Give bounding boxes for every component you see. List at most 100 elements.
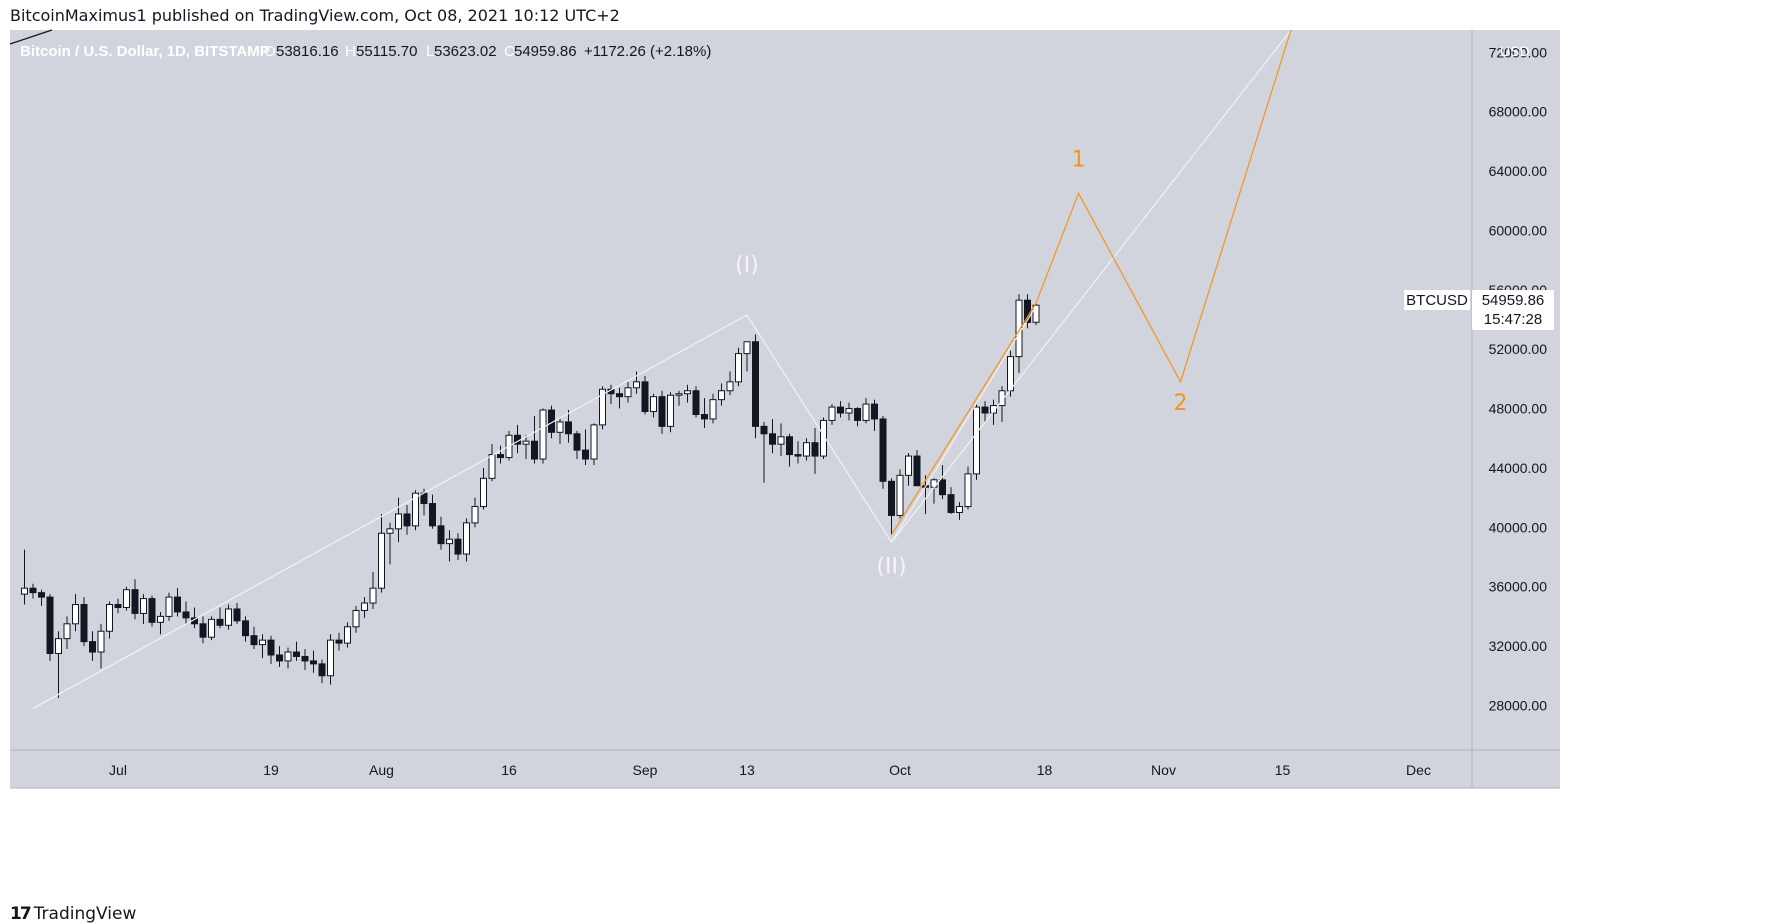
candle-body [233, 608, 241, 622]
candle [905, 453, 912, 486]
time-tick-label: 18 [1037, 762, 1053, 778]
price-tick-label: 64000.00 [1489, 163, 1548, 179]
price-axis[interactable]: 72000.0068000.0064000.0060000.0056000.00… [1489, 44, 1548, 713]
high-value: 55115.70 [356, 43, 417, 60]
candle [310, 650, 317, 673]
candle [624, 381, 632, 403]
candle-body [709, 399, 717, 420]
candle [862, 398, 870, 424]
candle [216, 607, 224, 629]
candle [429, 494, 436, 529]
candle-body [828, 406, 836, 421]
candle-body [820, 419, 827, 457]
candle [769, 418, 776, 454]
candle-body [480, 477, 487, 508]
candle-body [395, 513, 402, 530]
candle-body [335, 639, 343, 644]
time-tick-label: Nov [1151, 762, 1176, 778]
ohlc-values: O 53816.16 H 55115.70 L 53623.02 C 54959… [264, 43, 711, 60]
candle [556, 417, 564, 445]
candle [72, 594, 79, 632]
candle [684, 384, 691, 403]
candle [939, 464, 946, 500]
candle-body [752, 341, 759, 427]
candle-body [97, 630, 105, 653]
candle [276, 646, 283, 667]
candle [259, 634, 266, 658]
candle-body [930, 479, 938, 488]
low-label: L [426, 43, 434, 60]
candle [828, 404, 836, 425]
candle [293, 641, 300, 661]
candle-body [726, 381, 734, 392]
candle-body [497, 454, 504, 459]
candle-body [148, 598, 156, 623]
candle [21, 549, 28, 605]
low-value: 53623.02 [434, 43, 497, 60]
candle-body [913, 455, 921, 487]
candle-body [242, 620, 249, 637]
candle [352, 606, 360, 633]
publish-header: BitcoinMaximus1 published on TradingView… [10, 6, 620, 25]
candle-body [21, 587, 28, 595]
candle-body [565, 421, 572, 435]
candle [760, 421, 768, 483]
price-tick-label: 40000.00 [1489, 519, 1548, 535]
candle [650, 393, 657, 418]
candle [718, 383, 725, 406]
candle-body [182, 611, 190, 619]
candle [471, 497, 479, 528]
candle-body [786, 436, 793, 456]
candle [522, 435, 530, 460]
candle [208, 616, 215, 641]
candle-body [650, 396, 657, 413]
candle-body [29, 587, 37, 594]
wave-label: (I) [735, 253, 759, 278]
candle [854, 407, 861, 427]
candle-body [463, 522, 470, 555]
candle [386, 522, 394, 565]
time-tick-label: 16 [501, 762, 517, 778]
time-axis[interactable]: Jul 19 Aug 16 Sep 13 Oct 18 Nov 15 Dec [109, 762, 1431, 778]
tradingview-logo-icon: 17 [10, 904, 32, 924]
candle [225, 604, 232, 630]
candle-body [216, 618, 224, 626]
candle-body [599, 388, 606, 426]
candle [896, 469, 904, 519]
open-label: O [264, 43, 276, 60]
time-tick-label: Aug [369, 762, 394, 778]
candle-body [888, 480, 895, 516]
high-label: H [345, 43, 356, 60]
wave-label: 2 [1174, 391, 1188, 416]
candle [539, 408, 547, 464]
candle [480, 467, 487, 510]
candle-body [250, 635, 258, 646]
candle-body [80, 604, 88, 643]
symbol-name: Bitcoin / U.S. Dollar, 1D, BITSTAMP [20, 43, 270, 60]
candle [318, 659, 326, 684]
candle-body [956, 506, 963, 513]
candle-body [964, 473, 972, 508]
candle-body [199, 623, 207, 638]
candle-body [998, 390, 1006, 407]
symbol-tag [1404, 290, 1470, 310]
candle [590, 423, 598, 465]
candle [752, 334, 759, 439]
candle-body [38, 592, 45, 598]
candle [361, 597, 368, 618]
candle [157, 611, 164, 635]
candle [726, 371, 734, 396]
candle-body [981, 406, 989, 414]
candle [174, 588, 181, 617]
candle [403, 505, 411, 535]
candle [140, 594, 147, 624]
price-tick-label: 28000.00 [1489, 697, 1548, 713]
candle-body [276, 654, 283, 662]
candle [692, 386, 700, 418]
candle [114, 598, 122, 614]
candle [412, 490, 419, 531]
wave-lines [9, 29, 1292, 709]
candle-body [803, 442, 810, 457]
candle [55, 631, 62, 699]
